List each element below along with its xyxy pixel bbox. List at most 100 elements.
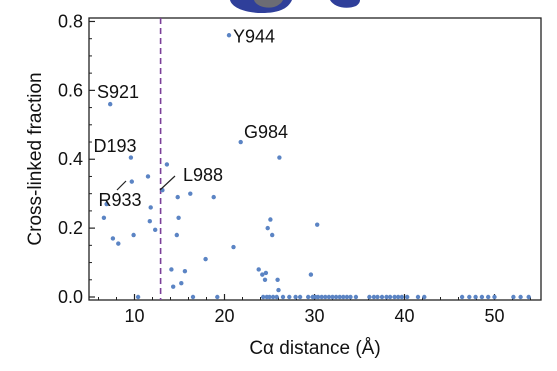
annotation-label: G984 [244,122,288,142]
y-axis-title: Cross-linked fraction [25,72,46,245]
annotation-leader-line [159,175,176,191]
protein-structure-gray [254,0,283,8]
data-point [293,294,298,300]
annotation-label: D193 [93,136,136,156]
data-point [326,294,332,300]
data-point [169,267,174,272]
data-point [108,101,113,107]
data-point [174,232,179,238]
data-point [262,277,268,282]
data-point [315,222,320,227]
data-point [101,215,107,220]
y-tick-label: 0.2 [58,218,83,238]
plot-frame [88,17,542,301]
data-point [297,294,303,300]
data-point [267,294,272,300]
data-point [323,294,328,300]
data-point [415,294,421,300]
data-point [287,294,292,300]
data-point [147,219,152,224]
data-point [175,194,180,200]
data-point [341,294,346,300]
annotation-leader-line [116,180,127,191]
data-point [190,294,196,300]
data-point [164,162,170,167]
data-point [179,281,184,286]
data-point [467,294,472,300]
annotation-label: L988 [183,165,223,185]
data-point [479,294,485,300]
annotation-label: S921 [97,82,139,102]
data-point [375,294,380,300]
data-point [131,232,136,238]
data-point [270,294,276,300]
data-point [231,244,236,250]
data-point [367,294,372,300]
data-point [176,215,181,220]
data-point [276,287,281,293]
data-point [486,294,491,300]
data-point [392,294,397,300]
data-point [344,294,350,300]
data-point [260,272,265,277]
x-tick-label: 50 [484,306,504,326]
data-point [306,294,311,300]
data-point [275,277,280,282]
data-point [129,179,134,184]
data-point [116,241,121,246]
data-point [268,217,273,222]
data-point [148,205,153,210]
data-point [153,227,158,233]
protein-structure-graphic [230,0,360,13]
data-point [518,294,523,300]
data-point [348,294,353,300]
y-tick-label: 0.0 [58,287,83,307]
data-point [315,294,321,300]
data-point [473,294,478,300]
x-tick-label: 20 [214,306,234,326]
data-point [226,33,232,38]
data-point [263,270,269,276]
data-point [330,294,335,300]
data-point [238,139,243,145]
data-point [526,294,531,300]
data-point [135,294,141,300]
data-point [319,294,324,300]
data-point [459,294,465,300]
data-point [188,191,193,196]
data-point [270,232,275,238]
data-point [371,294,377,300]
data-point [492,294,497,300]
data-point [171,284,176,289]
data-point [280,294,286,300]
x-tick-label: 40 [394,306,414,326]
data-point [265,225,270,231]
data-point [211,194,216,200]
x-axis-title: Cα distance (Å) [249,338,380,359]
data-point [145,174,151,179]
annotation-label: Y944 [233,26,275,46]
data-point [261,294,266,300]
data-point [337,294,342,300]
data-point [353,294,359,300]
annotation-label: R933 [98,190,141,210]
data-point [256,267,261,272]
data-point [215,294,220,300]
data-point [274,294,279,300]
data-point [333,294,339,300]
data-point [104,201,109,207]
data-point [387,294,393,300]
data-point [182,268,188,274]
y-tick-label: 0.4 [58,149,83,169]
data-point [384,294,389,300]
y-tick-label: 0.8 [58,11,83,31]
data-point [405,294,410,300]
data-point [379,294,385,300]
data-point [110,236,116,241]
data-point [277,155,282,160]
data-point [422,294,427,300]
data-point [511,294,516,300]
data-point [203,256,208,262]
data-point [308,272,314,277]
